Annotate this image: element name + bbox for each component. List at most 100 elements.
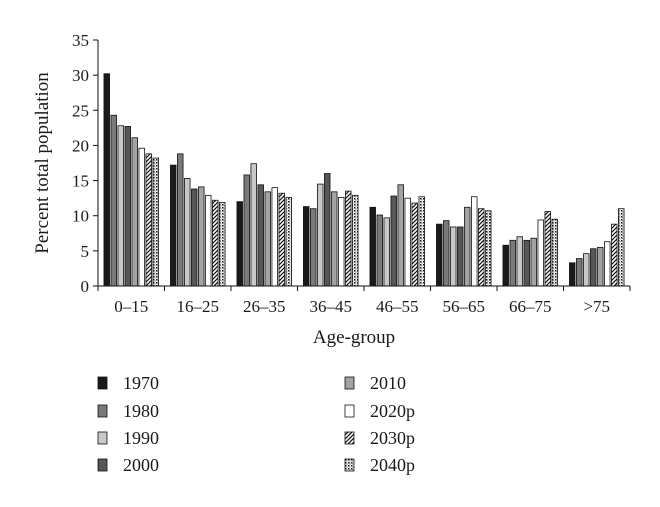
legend-swatch [97,431,108,445]
bar-36-45-1970 [303,206,310,287]
bar-26-35-1980 [243,174,250,287]
bar-66-75-2030p [544,211,551,287]
legend-label: 1980 [123,401,159,421]
legend-label: 2000 [123,455,159,475]
bar-56-65-1970 [436,223,443,287]
bar-16-25-1980 [177,153,184,287]
bar-66-75-1990 [516,236,523,287]
bar-36-45-2020p [338,197,345,287]
x-tick-label: 26–35 [243,297,286,316]
bar-0-15-2000 [124,126,131,287]
bar-16-25-2000 [191,188,198,287]
bar-46-55-2020p [404,197,411,287]
bar-36-45-2000 [324,173,331,287]
legend: 1970 1980 1990 2000 2010 2020p 2030p 2040p [97,373,415,475]
axes: 0 5 10 15 20 25 30 35 0–15 16–25 26–35 36–45 46–55 56… [72,31,631,316]
bar-56-65-2020p [471,196,478,287]
bar-36-45-2040p [352,194,359,287]
bar-26-35-2040p [285,197,292,287]
bar-16-25-1990 [184,178,191,287]
bar-0-15-2010 [131,137,138,287]
y-tick-label: 20 [72,136,89,155]
bar-36-45-1980 [310,208,317,287]
legend-item-2040p: 2040p [344,455,415,475]
legend-swatch [344,404,355,418]
bar-26-35-2000 [257,184,264,287]
bar-75-1980 [576,258,583,287]
bar-75-2020p [604,241,611,287]
bar-75-2000 [590,248,597,287]
bar-0-15-2030p [145,153,152,287]
bar-75-2040p [618,208,625,287]
bar-16-25-2010 [198,186,205,287]
legend-swatch [344,431,355,445]
y-tick-label: 25 [72,101,89,120]
bar-46-55-1990 [383,217,390,287]
bar-36-45-2010 [331,191,338,287]
y-axis-title: Percent total population [32,72,53,254]
y-tick-label: 30 [72,66,89,85]
x-tick-label: 46–55 [376,297,419,316]
bars [103,73,625,287]
bar-26-35-1970 [236,201,243,287]
legend-label: 2010 [370,373,406,393]
x-tick-label: 0–15 [114,297,148,316]
bar-66-75-2020p [537,219,544,287]
bar-0-15-2040p [152,157,159,287]
bar-75-1990 [583,253,590,287]
bar-0-15-1990 [117,125,124,287]
bar-46-55-2030p [411,202,418,287]
bar-26-35-2020p [271,187,278,287]
bar-56-65-2010 [464,206,471,287]
bar-46-55-2010 [397,184,404,287]
bar-0-15-1970 [103,73,110,287]
y-tick-label: 15 [72,172,89,191]
legend-swatch [97,404,108,418]
legend-label: 2020p [370,401,415,421]
bar-46-55-2000 [390,195,397,287]
bar-46-55-1980 [376,214,383,287]
bar-26-35-2010 [264,191,271,287]
y-tick-label: 5 [81,242,90,261]
bar-66-75-2010 [530,237,537,287]
x-tick-label: 36–45 [310,297,353,316]
bar-66-75-1980 [509,239,516,287]
x-axis-title: Age-group [313,327,395,348]
legend-swatch [97,376,108,390]
legend-item-1990: 1990 [97,428,159,448]
bar-26-35-2030p [278,192,285,287]
legend-label: 2030p [370,428,415,448]
bar-26-35-1990 [250,163,257,287]
y-tick-label: 10 [72,207,89,226]
bar-46-55-1970 [369,206,376,287]
bar-75-2030p [611,223,618,287]
bar-16-25-2030p [212,199,219,287]
bar-16-25-1970 [170,164,177,287]
bar-56-65-2040p [485,210,492,287]
bar-16-25-2040p [219,201,226,287]
y-tick-label: 0 [81,277,90,296]
legend-label: 1970 [123,373,159,393]
bar-56-65-1990 [450,226,457,287]
legend-item-1970: 1970 [97,373,159,393]
bar-0-15-2020p [138,147,145,287]
legend-swatch [344,458,355,472]
bar-56-65-2030p [478,208,485,287]
legend-label: 1990 [123,428,159,448]
legend-label: 2040p [370,455,415,475]
legend-item-2010: 2010 [344,373,406,393]
legend-item-1980: 1980 [97,401,159,421]
bar-66-75-2000 [523,239,530,287]
bar-66-75-2040p [551,218,558,287]
bar-36-45-1990 [317,183,324,287]
bar-16-25-2020p [205,194,212,287]
legend-item-2000: 2000 [97,455,159,475]
bar-66-75-1970 [502,244,509,287]
x-tick-label: 56–65 [443,297,486,316]
bar-75-1970 [569,262,576,287]
legend-swatch [344,376,355,390]
bar-36-45-2030p [345,190,352,287]
legend-item-2030p: 2030p [344,428,415,448]
x-tick-label: 16–25 [177,297,220,316]
